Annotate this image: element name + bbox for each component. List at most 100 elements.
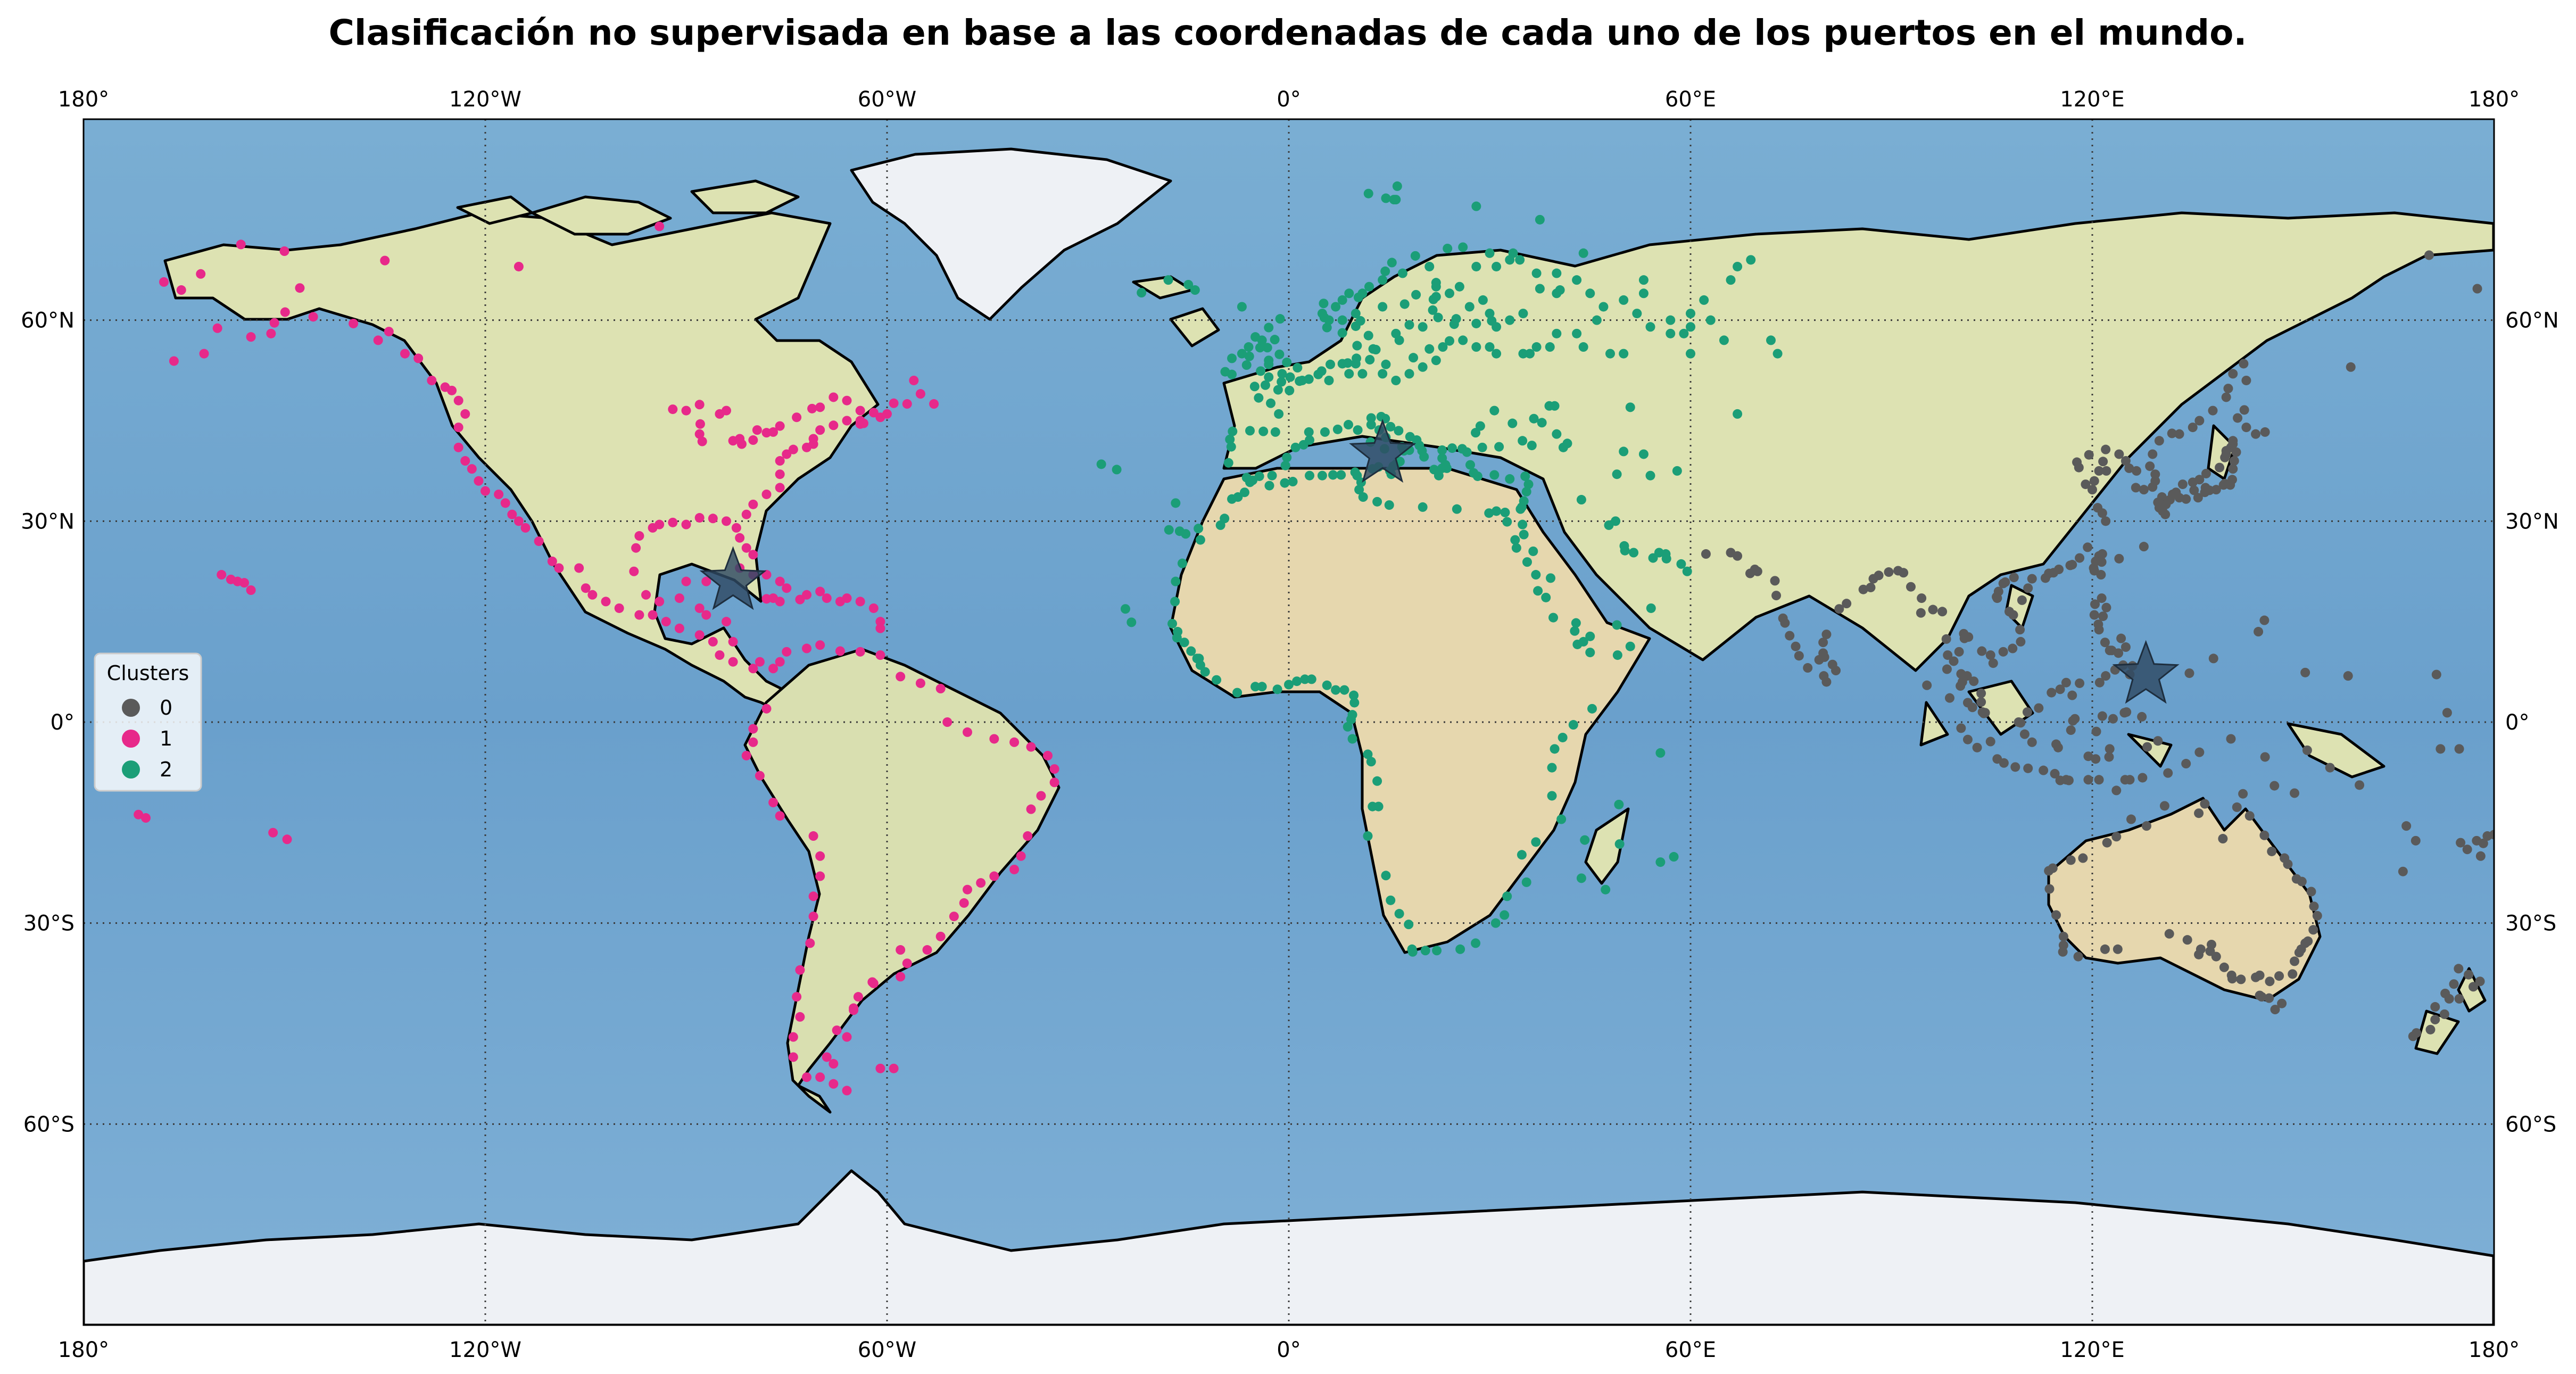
port-point-cluster-0 (2472, 284, 2482, 294)
port-point-cluster-2 (1411, 289, 1421, 300)
port-point-cluster-2 (1578, 248, 1588, 258)
port-point-cluster-1 (829, 1079, 839, 1089)
port-point-cluster-0 (2097, 557, 2107, 567)
port-point-cluster-0 (2208, 405, 2218, 416)
port-point-cluster-0 (2325, 763, 2335, 773)
port-point-cluster-2 (1344, 288, 1354, 299)
centroid-star-cluster-1 (699, 546, 767, 610)
port-point-cluster-2 (1378, 302, 1388, 312)
port-point-cluster-2 (1267, 470, 1277, 481)
port-point-cluster-1 (782, 583, 792, 593)
port-point-cluster-1 (1009, 737, 1020, 747)
port-point-cluster-1 (815, 586, 825, 597)
port-point-cluster-0 (2184, 668, 2194, 678)
port-point-cluster-0 (2101, 602, 2111, 612)
port-point-cluster-0 (2114, 449, 2124, 459)
port-point-cluster-2 (1424, 344, 1435, 354)
port-point-cluster-1 (695, 419, 705, 429)
port-point-cluster-1 (782, 449, 792, 459)
port-point-cluster-2 (1705, 315, 1716, 325)
port-point-cluster-1 (959, 898, 969, 908)
port-point-cluster-2 (1363, 831, 1373, 841)
port-point-cluster-0 (1998, 647, 2008, 657)
port-point-cluster-2 (1343, 358, 1353, 368)
port-point-cluster-0 (1988, 658, 1998, 668)
port-point-cluster-2 (1280, 460, 1290, 470)
port-point-cluster-2 (1477, 442, 1487, 452)
port-point-cluster-2 (1167, 618, 1178, 628)
port-point-cluster-2 (1300, 674, 1310, 684)
port-point-cluster-2 (1625, 402, 1635, 412)
port-point-cluster-1 (554, 563, 564, 573)
port-point-cluster-2 (1485, 309, 1495, 319)
port-point-cluster-2 (1451, 314, 1461, 324)
lat-tick-label-left: 60°S (23, 1112, 74, 1137)
port-point-cluster-2 (1250, 682, 1261, 692)
port-point-cluster-2 (1324, 375, 1334, 385)
port-point-cluster-0 (2114, 553, 2124, 564)
port-point-cluster-2 (1179, 638, 1189, 648)
port-point-cluster-2 (1638, 275, 1649, 285)
port-point-cluster-1 (822, 593, 832, 603)
port-point-cluster-1 (453, 442, 463, 452)
port-point-cluster-1 (868, 603, 879, 613)
port-point-cluster-1 (867, 977, 877, 987)
port-point-cluster-0 (2089, 476, 2099, 486)
port-point-cluster-2 (1274, 409, 1284, 419)
land-africa (1169, 467, 1651, 954)
port-point-cluster-0 (1976, 688, 1986, 698)
port-point-cluster-2 (1424, 261, 1435, 271)
port-point-cluster-0 (2083, 751, 2093, 762)
port-point-cluster-2 (1666, 315, 1676, 325)
port-point-cluster-1 (697, 436, 707, 446)
port-point-cluster-1 (842, 416, 852, 426)
port-point-cluster-2 (1220, 367, 1230, 377)
land-greenland (850, 147, 1172, 321)
port-point-cluster-2 (1351, 309, 1361, 319)
port-point-cluster-2 (1254, 471, 1264, 481)
port-point-cluster-0 (1770, 576, 1780, 586)
port-point-cluster-2 (1226, 442, 1236, 452)
port-point-cluster-2 (1194, 653, 1204, 664)
port-point-cluster-0 (1906, 582, 1916, 592)
port-point-cluster-2 (1438, 342, 1448, 352)
lat-tick-label-left: 30°N (21, 509, 74, 534)
port-point-cluster-0 (2148, 449, 2158, 459)
port-point-cluster-0 (2145, 461, 2155, 471)
port-point-cluster-2 (1245, 477, 1255, 487)
port-point-cluster-1 (902, 958, 912, 969)
port-point-cluster-2 (1399, 299, 1410, 309)
port-point-cluster-2 (1452, 504, 1462, 514)
port-point-cluster-2 (1320, 427, 1330, 437)
port-point-cluster-1 (694, 400, 705, 410)
port-point-cluster-1 (768, 798, 778, 808)
lat-tick-label-left: 60°N (21, 309, 74, 333)
port-point-cluster-2 (1458, 242, 1468, 252)
port-point-cluster-1 (875, 623, 885, 633)
port-point-cluster-0 (2088, 485, 2097, 495)
port-point-cluster-2 (1339, 685, 1349, 695)
port-point-cluster-0 (1868, 574, 1878, 584)
port-point-cluster-2 (1232, 688, 1243, 698)
port-point-cluster-1 (875, 617, 885, 627)
port-point-cluster-2 (1127, 617, 1137, 627)
port-point-cluster-2 (1404, 320, 1414, 330)
port-point-cluster-2 (1264, 355, 1274, 366)
port-point-cluster-1 (731, 523, 741, 533)
port-point-cluster-2 (1404, 920, 1414, 930)
port-point-cluster-2 (1552, 268, 1562, 278)
port-point-cluster-2 (1255, 343, 1265, 353)
port-point-cluster-0 (2194, 949, 2204, 959)
port-point-cluster-2 (1332, 424, 1343, 434)
port-point-cluster-2 (1511, 543, 1521, 553)
port-point-cluster-2 (1171, 498, 1181, 508)
port-point-cluster-0 (2016, 718, 2026, 728)
port-point-cluster-0 (2067, 690, 2077, 700)
port-point-cluster-0 (2218, 834, 2228, 844)
port-point-cluster-2 (1547, 763, 1557, 773)
port-point-cluster-1 (736, 439, 747, 449)
port-point-cluster-2 (1237, 349, 1247, 359)
port-point-cluster-0 (2065, 560, 2075, 570)
port-point-cluster-2 (1598, 302, 1609, 312)
port-point-cluster-2 (1386, 421, 1396, 432)
